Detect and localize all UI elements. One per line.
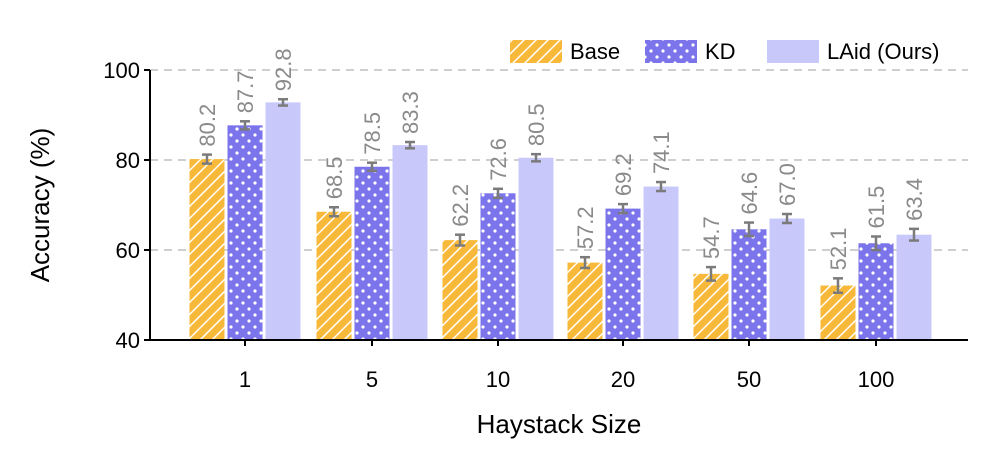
x-axis-ticks: 1 5 10 20 50 100 bbox=[239, 340, 894, 392]
data-label: 83.3 bbox=[398, 91, 423, 134]
legend: Base KD LAid (Ours) bbox=[510, 39, 939, 64]
x-tick-label: 100 bbox=[858, 367, 895, 392]
legend-label-0: Base bbox=[570, 39, 620, 64]
x-tick-label: 20 bbox=[611, 367, 635, 392]
bar-base-50 bbox=[693, 273, 729, 340]
bar-kd-1 bbox=[227, 125, 263, 340]
y-tick-label: 80 bbox=[116, 148, 140, 173]
y-tick-label: 40 bbox=[116, 328, 140, 353]
bar-kd-20 bbox=[605, 208, 641, 340]
error-bars bbox=[202, 98, 919, 294]
bar-laid-ours-5 bbox=[392, 145, 428, 340]
x-tick-label: 5 bbox=[366, 367, 378, 392]
x-axis-title: Haystack Size bbox=[477, 409, 642, 439]
x-tick-label: 50 bbox=[737, 367, 761, 392]
bar-base-10 bbox=[442, 240, 478, 340]
y-tick-label: 60 bbox=[116, 238, 140, 263]
data-labels: 80.2 68.5 62.2 57.2 54.7 52.1 87.7 78.5 72.6 69.2… bbox=[195, 48, 927, 270]
data-label: 63.4 bbox=[902, 178, 927, 221]
y-axis-ticks: 40 60 80 100 bbox=[103, 58, 150, 353]
bar-base-100 bbox=[820, 285, 856, 340]
bar-laid-ours-100 bbox=[896, 234, 932, 340]
bar-base-20 bbox=[567, 262, 603, 340]
data-label: 52.1 bbox=[826, 228, 851, 271]
bars bbox=[189, 102, 932, 341]
data-label: 54.7 bbox=[699, 216, 724, 259]
data-label: 62.2 bbox=[448, 184, 473, 227]
legend-label-1: KD bbox=[705, 39, 736, 64]
bar-laid-ours-10 bbox=[518, 157, 554, 340]
y-tick-label: 100 bbox=[103, 58, 140, 83]
bar-laid-ours-20 bbox=[643, 186, 679, 340]
data-label: 80.2 bbox=[195, 104, 220, 147]
axes bbox=[149, 70, 968, 341]
legend-swatch-0 bbox=[510, 40, 562, 63]
bar-kd-50 bbox=[731, 229, 767, 340]
data-label: 87.7 bbox=[233, 70, 258, 113]
data-label: 64.6 bbox=[737, 172, 762, 215]
x-tick-label: 1 bbox=[239, 367, 251, 392]
grid-lines bbox=[150, 69, 968, 251]
bar-kd-100 bbox=[858, 243, 894, 340]
bar-base-5 bbox=[316, 211, 352, 340]
data-label: 80.5 bbox=[524, 103, 549, 146]
bar-kd-10 bbox=[480, 193, 516, 340]
data-label: 68.5 bbox=[322, 156, 347, 199]
y-axis-title: Accuracy (%) bbox=[25, 128, 55, 283]
legend-swatch-1 bbox=[645, 40, 697, 63]
bar-base-1 bbox=[189, 159, 225, 340]
data-label: 72.6 bbox=[486, 138, 511, 181]
data-label: 57.2 bbox=[573, 206, 598, 249]
bar-kd-5 bbox=[354, 166, 390, 340]
legend-label-2: LAid (Ours) bbox=[827, 39, 939, 64]
data-label: 69.2 bbox=[611, 153, 636, 196]
bar-laid-ours-1 bbox=[265, 102, 301, 341]
data-label: 78.5 bbox=[360, 112, 385, 155]
bar-laid-ours-50 bbox=[769, 218, 805, 340]
data-label: 92.8 bbox=[271, 48, 296, 91]
x-tick-label: 10 bbox=[486, 367, 510, 392]
data-label: 61.5 bbox=[864, 186, 889, 229]
data-label: 67.0 bbox=[775, 163, 800, 206]
legend-swatch-2 bbox=[767, 40, 819, 63]
data-label: 74.1 bbox=[649, 131, 674, 174]
